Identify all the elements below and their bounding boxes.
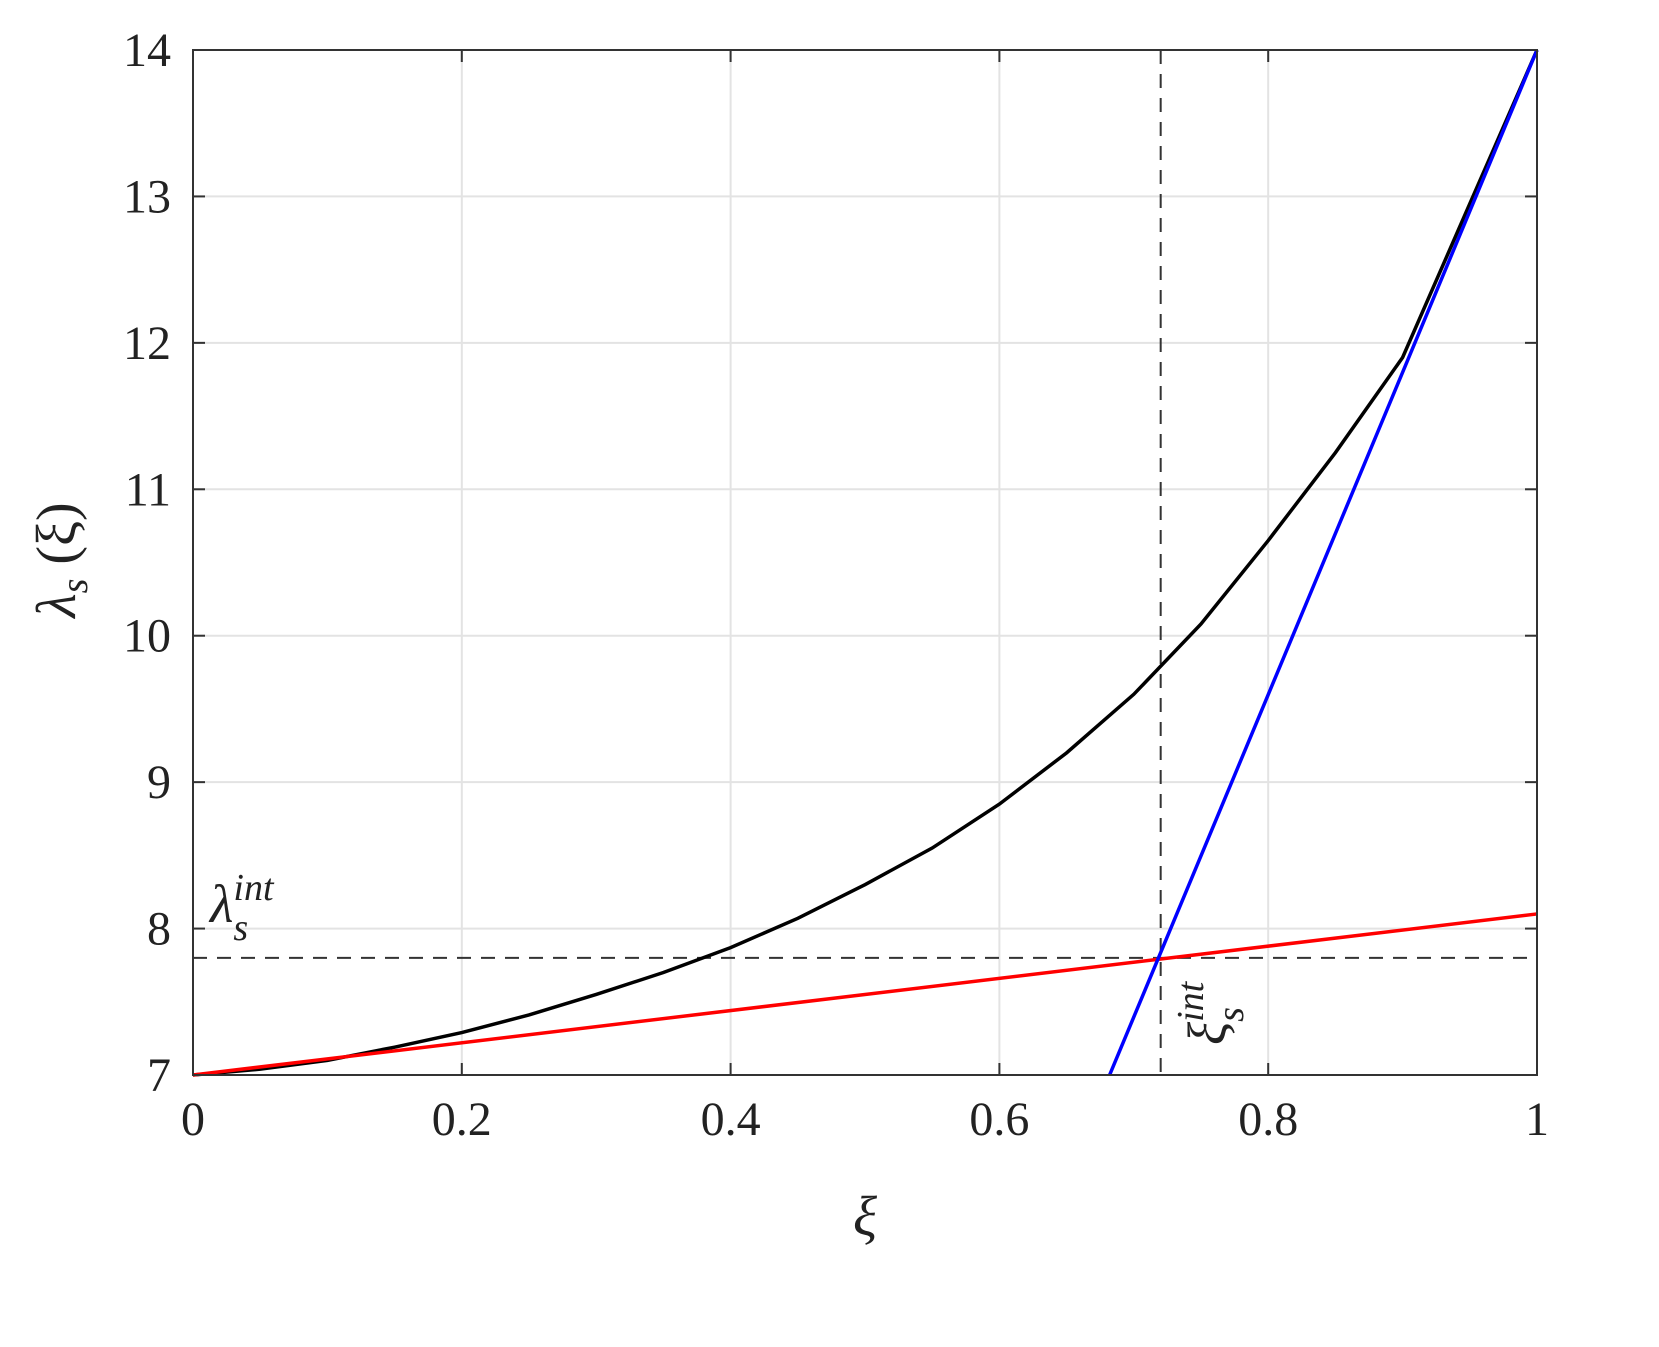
annotation-sub: s [233, 907, 248, 949]
y-label-sub: s [54, 579, 96, 594]
x-tick-label: 1 [1525, 1093, 1549, 1146]
y-axis-label: λs (ξ) [26, 502, 96, 619]
y-tick-label: 14 [123, 24, 171, 77]
annotation-sup: int [233, 867, 275, 909]
x-tick-label: 0.6 [969, 1093, 1029, 1146]
series-line [1107, 49, 1539, 1076]
series-line [192, 49, 1539, 1077]
annotation: ξints [1170, 980, 1252, 1045]
y-tick-label: 12 [123, 317, 171, 370]
x-tick-label: 0.4 [701, 1093, 761, 1146]
y-tick-label: 13 [123, 170, 171, 223]
annotation-sub: s [1210, 1007, 1252, 1022]
x-tick-label: 0.2 [432, 1093, 492, 1146]
y-tick-label: 8 [147, 903, 171, 956]
y-label-base: λ [26, 593, 88, 619]
annotation: λint s [208, 867, 275, 949]
annotation-sup: int [1170, 980, 1212, 1022]
x-tick-label: 0 [181, 1093, 205, 1146]
y-tick-label: 11 [125, 463, 171, 516]
x-tick-label: 0.8 [1238, 1093, 1298, 1146]
y-tick-label: 7 [147, 1049, 171, 1102]
annotation-base: λ [208, 874, 233, 934]
plot-frame [192, 49, 1538, 1076]
annotation-base: ξ [1177, 1021, 1237, 1045]
y-label-rest: (ξ) [26, 502, 88, 578]
y-tick-label: 10 [123, 610, 171, 663]
x-axis-label: ξ [853, 1186, 877, 1248]
series-line [192, 912, 1538, 1077]
y-tick-label: 9 [147, 756, 171, 809]
